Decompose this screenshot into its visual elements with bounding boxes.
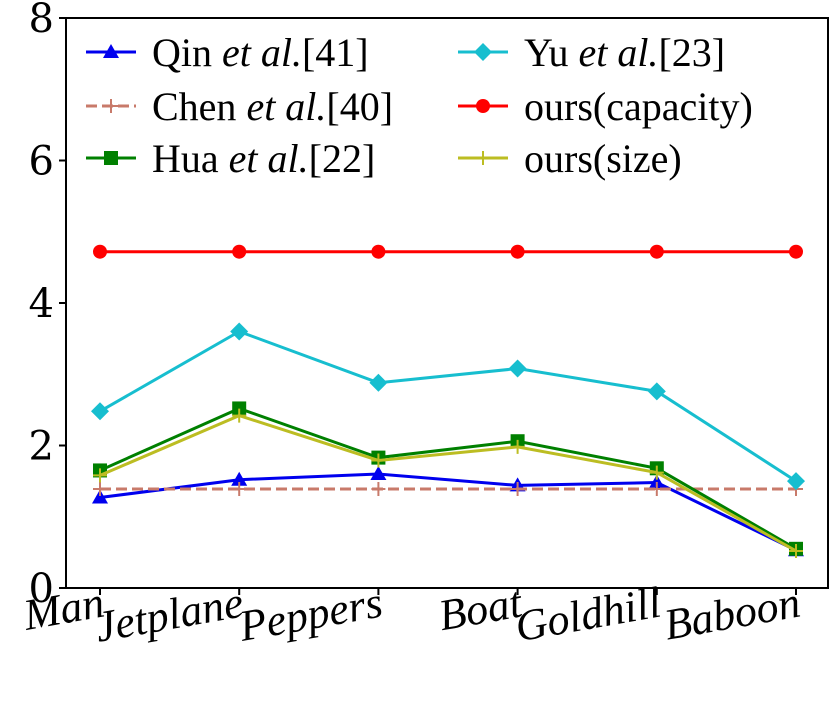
y-tick-label: 8	[29, 0, 54, 42]
data-point	[510, 439, 525, 454]
legend-entry: Yu et al.[23]	[458, 30, 725, 75]
series-1	[93, 481, 803, 496]
legend-label: ours(size)	[524, 136, 682, 181]
legend-label: Yu et al.[23]	[524, 30, 725, 75]
data-point	[510, 481, 525, 496]
data-point	[93, 481, 107, 496]
series-line	[99, 472, 797, 552]
series-5	[93, 408, 803, 558]
data-point	[787, 472, 805, 491]
data-point	[649, 465, 664, 480]
data-point	[648, 474, 665, 489]
series-line	[99, 329, 797, 483]
legend-entry: Hua et al.[22]	[86, 136, 375, 181]
series-line	[99, 406, 797, 551]
data-point	[92, 489, 108, 504]
legend-marker	[474, 43, 492, 61]
data-point	[93, 468, 107, 483]
data-point	[649, 244, 664, 259]
y-tick-label: 2	[29, 424, 54, 470]
data-point	[93, 244, 107, 259]
legend-label: Hua et al.[22]	[152, 136, 375, 181]
data-point	[371, 481, 386, 496]
data-point	[232, 481, 247, 496]
series-0	[92, 466, 804, 557]
data-point	[232, 401, 247, 416]
legend-entry: Qin et al.[41]	[86, 30, 369, 75]
legend-marker	[476, 151, 490, 165]
data-point	[231, 471, 248, 486]
legend-marker	[104, 99, 118, 113]
series-line	[99, 413, 797, 553]
legend-label: Chen et al.[40]	[152, 84, 393, 129]
series-4	[93, 244, 803, 259]
data-point	[232, 408, 247, 423]
legend-marker	[103, 44, 119, 58]
legend-entry: Chen et al.[40]	[86, 84, 393, 129]
legend: Qin et al.[41] Chen et al.[40] Hua et al.[…	[86, 30, 753, 181]
data-point	[230, 322, 249, 341]
plot-area	[91, 244, 805, 558]
legend-marker	[476, 99, 490, 113]
data-point	[232, 244, 247, 259]
data-point	[789, 244, 803, 259]
legend-entry: ours(capacity)	[458, 84, 753, 129]
data-point	[369, 373, 388, 392]
legend-label: Qin et al.[41]	[152, 30, 369, 75]
data-point	[510, 244, 525, 259]
data-point	[91, 402, 109, 421]
y-tick-label: 4	[29, 281, 54, 327]
legend-marker	[104, 151, 118, 165]
data-point	[371, 244, 386, 259]
series-3	[91, 322, 805, 491]
y-tick-label: 0	[29, 566, 54, 612]
data-point	[370, 466, 387, 480]
data-point	[789, 543, 803, 558]
data-point	[371, 453, 386, 468]
data-point	[649, 481, 664, 496]
y-tick-label: 6	[29, 139, 54, 185]
data-point	[647, 382, 666, 401]
data-point	[508, 359, 527, 378]
legend-label: ours(capacity)	[524, 84, 753, 129]
legend-entry: ours(size)	[458, 136, 682, 181]
